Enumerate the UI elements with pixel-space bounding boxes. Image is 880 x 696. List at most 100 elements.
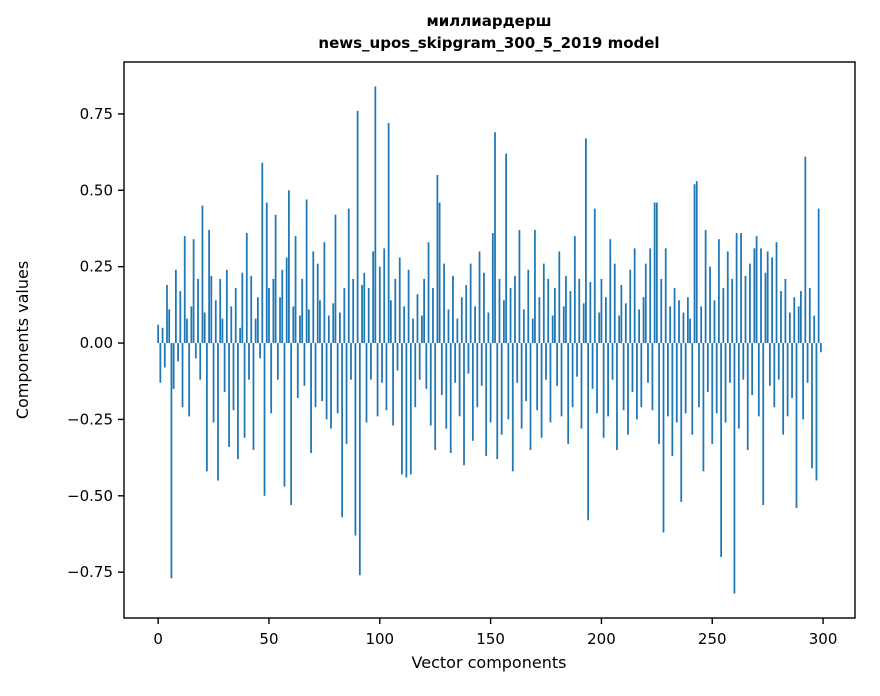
bar (631, 343, 634, 392)
bar (536, 343, 539, 411)
bar (263, 343, 266, 496)
bar (800, 291, 802, 344)
bar (558, 251, 561, 344)
bar (201, 205, 204, 344)
bar (476, 343, 479, 408)
bar (232, 343, 235, 411)
bar (416, 294, 419, 344)
bar (376, 343, 379, 417)
bar (334, 214, 337, 344)
bar (303, 343, 306, 386)
x-tick-label: 300 (809, 630, 838, 648)
bar (494, 132, 496, 344)
bar (554, 288, 556, 344)
y-axis-label: Components values (13, 261, 32, 419)
bar (636, 343, 638, 420)
bar (405, 343, 408, 478)
bar (458, 343, 461, 417)
bar (729, 343, 731, 383)
bar (773, 343, 776, 408)
bar (474, 306, 476, 344)
bar (480, 343, 483, 386)
bar (507, 343, 510, 420)
chart-title-word: миллиардерш (426, 12, 551, 30)
bar (241, 272, 244, 344)
bar (256, 297, 259, 344)
bar (782, 343, 785, 435)
bar (766, 251, 769, 344)
x-tick-label: 250 (698, 630, 727, 648)
bar (777, 343, 780, 380)
bar (693, 184, 696, 344)
bar (487, 312, 490, 344)
bar (192, 239, 195, 344)
bar (440, 343, 443, 395)
bar (627, 343, 629, 435)
bar (214, 300, 217, 344)
bar (580, 343, 583, 429)
bar (427, 242, 430, 344)
bar (279, 297, 281, 344)
bar (438, 202, 441, 344)
bar (363, 272, 366, 344)
bar (305, 199, 308, 344)
bar (485, 343, 488, 457)
bar (496, 343, 499, 460)
bar (702, 343, 705, 472)
bar (706, 343, 709, 392)
bar (647, 343, 649, 383)
bar (522, 309, 525, 344)
bar (352, 278, 355, 344)
bar (662, 343, 665, 533)
bar (788, 312, 791, 344)
bar (181, 343, 184, 408)
y-tick-label: 0.25 (80, 258, 113, 276)
bar (354, 343, 357, 536)
bar (811, 343, 813, 469)
bar (655, 202, 658, 344)
bar (212, 343, 215, 423)
bar (270, 343, 273, 414)
bar (737, 343, 740, 429)
x-tick-label: 50 (259, 630, 278, 648)
bar (611, 343, 614, 380)
bar (682, 312, 685, 344)
bar (445, 343, 448, 429)
bar (689, 318, 691, 344)
bar (791, 343, 793, 399)
bar (325, 343, 328, 420)
bar (744, 275, 747, 344)
bar (740, 233, 742, 344)
bar (194, 343, 197, 359)
bar (336, 343, 339, 414)
bar (421, 315, 423, 344)
bar (389, 300, 392, 344)
bar (616, 343, 618, 450)
bar (638, 309, 640, 344)
bar (383, 248, 386, 344)
bar (183, 236, 186, 344)
bar (598, 312, 601, 344)
bar (471, 343, 474, 441)
bar (760, 248, 762, 344)
bar (695, 181, 698, 344)
bar (177, 343, 179, 362)
bar (434, 343, 437, 450)
bar (804, 156, 807, 344)
bar (700, 306, 703, 344)
bar (671, 343, 674, 457)
bar (742, 343, 745, 380)
bar (511, 343, 514, 472)
bar (618, 315, 621, 344)
bar (755, 236, 758, 344)
bar (653, 202, 656, 344)
bar (463, 343, 465, 466)
bar (604, 297, 607, 344)
bar (327, 315, 330, 344)
bar (168, 309, 171, 344)
bar (591, 343, 594, 389)
bar (321, 343, 324, 402)
bar (509, 288, 512, 344)
bar (281, 269, 284, 344)
bar (813, 315, 816, 344)
